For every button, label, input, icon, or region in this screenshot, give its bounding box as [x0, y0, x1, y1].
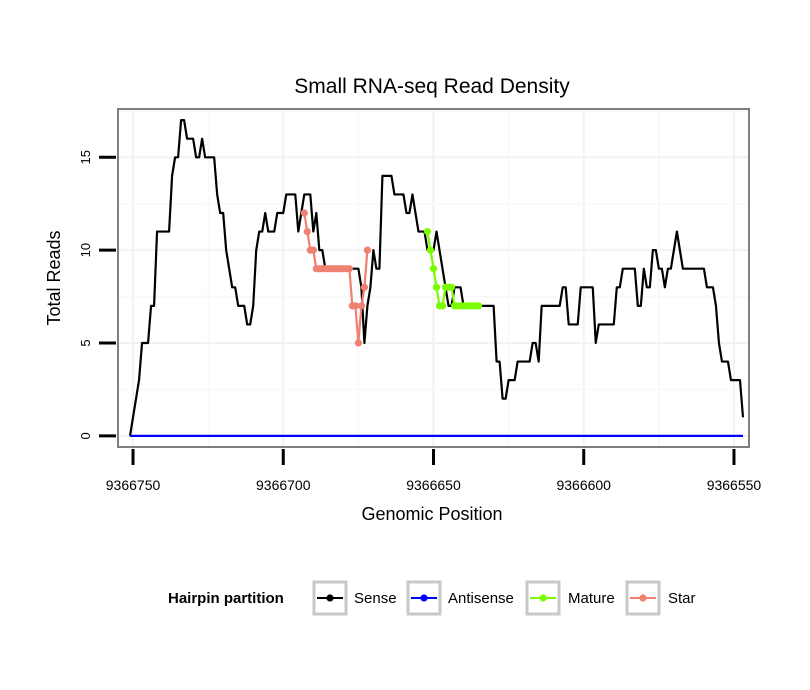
legend-label-star: Star: [668, 590, 696, 607]
sense-line: [128, 119, 745, 437]
legend-item-star: Star: [625, 580, 696, 616]
star-point: [357, 302, 365, 310]
legend-item-antisense: Antisense: [406, 580, 514, 616]
mature-point: [447, 283, 456, 291]
legend-item-sense: Sense: [312, 580, 397, 616]
legend-key-point: [326, 594, 334, 602]
plot-panel-border: [117, 108, 750, 448]
y-tick-label: 5: [78, 339, 93, 346]
x-tick-label: 9366550: [707, 477, 762, 493]
star-point: [351, 302, 359, 310]
y-axis-label: Total Reads: [44, 230, 64, 325]
mature-point: [423, 227, 432, 236]
legend-key-point: [639, 594, 647, 602]
legend-label-antisense: Antisense: [448, 590, 514, 607]
star-point: [309, 246, 317, 254]
y-tick-label: 15: [78, 150, 93, 164]
legend-items: Sense Antisense Mature Star: [312, 580, 696, 616]
legend-item-mature: Mature: [525, 580, 615, 616]
star-point: [363, 246, 371, 254]
series-star: [300, 209, 371, 347]
y-axis: 0 5 10 15: [78, 150, 116, 439]
x-tick-label: 9366700: [256, 477, 311, 493]
legend-key-point: [539, 594, 547, 602]
legend-key-point: [420, 594, 428, 602]
series-layer: [128, 119, 745, 437]
star-point: [345, 265, 353, 273]
legend-label-sense: Sense: [354, 590, 397, 607]
legend-label-mature: Mature: [568, 590, 615, 607]
series-mature: [423, 227, 483, 310]
y-tick-label: 0: [78, 432, 93, 439]
mature-point: [438, 302, 447, 310]
legend: Hairpin partition Sense Antisense Mature St…: [168, 580, 696, 616]
star-point: [300, 209, 308, 217]
star-point: [354, 339, 362, 347]
x-axis: 9366750 9366700 9366650 9366600 9366550: [106, 449, 762, 493]
x-tick-label: 9366600: [556, 477, 611, 493]
grid-lines: [118, 109, 749, 447]
mature-point: [426, 246, 435, 254]
x-tick-label: 9366650: [406, 477, 461, 493]
legend-title: Hairpin partition: [168, 590, 284, 607]
series-sense: [128, 119, 745, 437]
star-point: [360, 283, 368, 291]
mature-point: [429, 265, 438, 273]
y-tick-label: 10: [78, 243, 93, 257]
x-tick-label: 9366750: [106, 477, 161, 493]
mature-point: [432, 283, 441, 291]
star-point: [303, 227, 311, 236]
chart-title: Small RNA-seq Read Density: [294, 75, 570, 98]
mature-point: [474, 302, 483, 310]
x-axis-label: Genomic Position: [361, 504, 502, 524]
